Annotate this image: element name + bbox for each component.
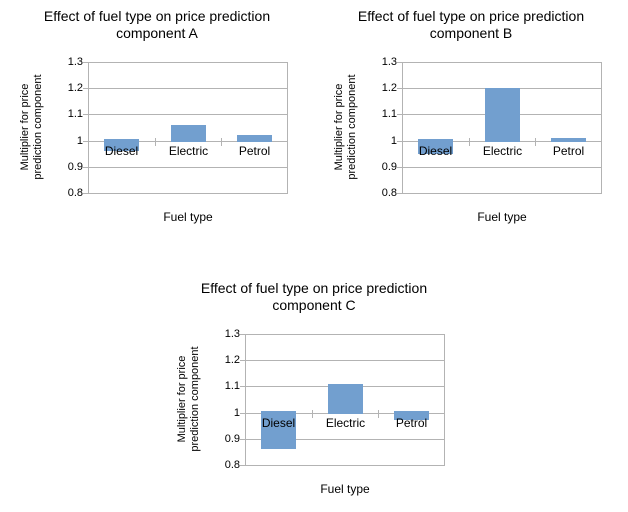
chart-title-line2: component B [429, 25, 513, 41]
x-tick-mark [535, 138, 536, 146]
y-tick-mark [397, 193, 402, 194]
plot-area [402, 62, 602, 194]
chart-title-line1: Effect of fuel type on price prediction [43, 8, 271, 24]
y-tick-mark [240, 386, 245, 387]
y-tick-label: 1.2 [381, 82, 397, 94]
chart-title-line1: Effect of fuel type on price prediction [357, 8, 585, 24]
y-axis-title-line2: prediction component [189, 346, 201, 452]
y-tick-mark [397, 62, 402, 63]
y-tick-mark [240, 334, 245, 335]
y-axis-title-line1: Multiplier for price [19, 83, 31, 171]
y-tick-mark [240, 360, 245, 361]
bar-diesel [261, 411, 296, 449]
gridline [402, 167, 602, 168]
category-label-electric: Electric [482, 144, 523, 158]
chart-title: Effect of fuel type on price prediction … [314, 8, 628, 42]
y-axis-title: Multiplier for price prediction componen… [333, 57, 359, 197]
bar-electric [485, 88, 520, 142]
category-label-electric: Electric [325, 416, 366, 430]
gridline [88, 114, 288, 115]
x-axis-title: Fuel type [477, 210, 527, 224]
y-tick-label: 1.1 [381, 108, 397, 120]
bar-electric [328, 384, 363, 414]
category-label-diesel: Diesel [104, 144, 139, 158]
y-tick-mark [83, 167, 88, 168]
bar-diesel [418, 139, 453, 154]
category-label-petrol: Petrol [552, 144, 585, 158]
y-axis-title: Multiplier for price prediction componen… [19, 57, 45, 197]
y-axis-title-line2: prediction component [346, 74, 358, 180]
y-tick-mark [240, 465, 245, 466]
bar-petrol [551, 138, 586, 142]
chart-title: Effect of fuel type on price prediction … [0, 8, 314, 42]
y-tick-mark [83, 62, 88, 63]
chart-title-line2: component A [116, 25, 198, 41]
y-tick-label: 0.8 [224, 459, 240, 471]
y-axis-title-line2: prediction component [32, 74, 44, 180]
y-tick-label: 1 [76, 135, 83, 147]
category-label-diesel: Diesel [261, 416, 296, 430]
y-tick-label: 1 [233, 407, 240, 419]
y-tick-mark [397, 167, 402, 168]
category-label-diesel: Diesel [418, 144, 453, 158]
y-tick-label: 0.9 [381, 161, 397, 173]
gridline [88, 88, 288, 89]
y-tick-label: 1.3 [224, 328, 240, 340]
gridline [88, 167, 288, 168]
chart-component-a: Effect of fuel type on price prediction … [0, 0, 314, 230]
x-tick-mark [312, 410, 313, 418]
y-axis-title: Multiplier for price prediction componen… [176, 329, 202, 469]
y-tick-label: 1 [390, 135, 397, 147]
y-tick-mark [83, 193, 88, 194]
y-tick-mark [240, 439, 245, 440]
y-tick-label: 0.8 [381, 187, 397, 199]
y-tick-label: 1.1 [67, 108, 83, 120]
x-tick-mark [469, 138, 470, 146]
y-tick-label: 1.3 [67, 56, 83, 68]
bar-diesel [104, 139, 139, 151]
category-label-petrol: Petrol [238, 144, 271, 158]
chart-title-line2: component C [272, 297, 356, 313]
y-axis-title-line1: Multiplier for price [176, 355, 188, 443]
gridline [245, 439, 445, 440]
y-tick-mark [83, 88, 88, 89]
chart-component-b: Effect of fuel type on price prediction … [314, 0, 628, 230]
y-tick-mark [397, 114, 402, 115]
y-tick-label: 1.3 [381, 56, 397, 68]
x-tick-mark [155, 138, 156, 146]
x-tick-mark [378, 410, 379, 418]
chart-title-line1: Effect of fuel type on price prediction [200, 280, 428, 296]
chart-title: Effect of fuel type on price prediction … [157, 280, 471, 314]
y-tick-label: 0.9 [67, 161, 83, 173]
x-tick-mark [221, 138, 222, 146]
y-tick-label: 1.1 [224, 380, 240, 392]
bar-petrol [394, 411, 429, 420]
category-label-electric: Electric [168, 144, 209, 158]
x-axis-title: Fuel type [320, 482, 370, 496]
y-tick-label: 1.2 [67, 82, 83, 94]
plot-area [245, 334, 445, 466]
y-tick-label: 1.2 [224, 354, 240, 366]
y-tick-mark [240, 413, 245, 414]
y-axis-title-line1: Multiplier for price [333, 83, 345, 171]
gridline [245, 360, 445, 361]
y-tick-label: 0.9 [224, 433, 240, 445]
x-axis-title: Fuel type [163, 210, 213, 224]
y-tick-mark [397, 88, 402, 89]
y-tick-mark [83, 141, 88, 142]
bar-petrol [237, 135, 272, 142]
plot-area [88, 62, 288, 194]
y-tick-mark [397, 141, 402, 142]
y-tick-label: 0.8 [67, 187, 83, 199]
category-label-petrol: Petrol [395, 416, 428, 430]
bar-electric [171, 125, 206, 142]
y-tick-mark [83, 114, 88, 115]
chart-component-c: Effect of fuel type on price prediction … [157, 272, 471, 502]
